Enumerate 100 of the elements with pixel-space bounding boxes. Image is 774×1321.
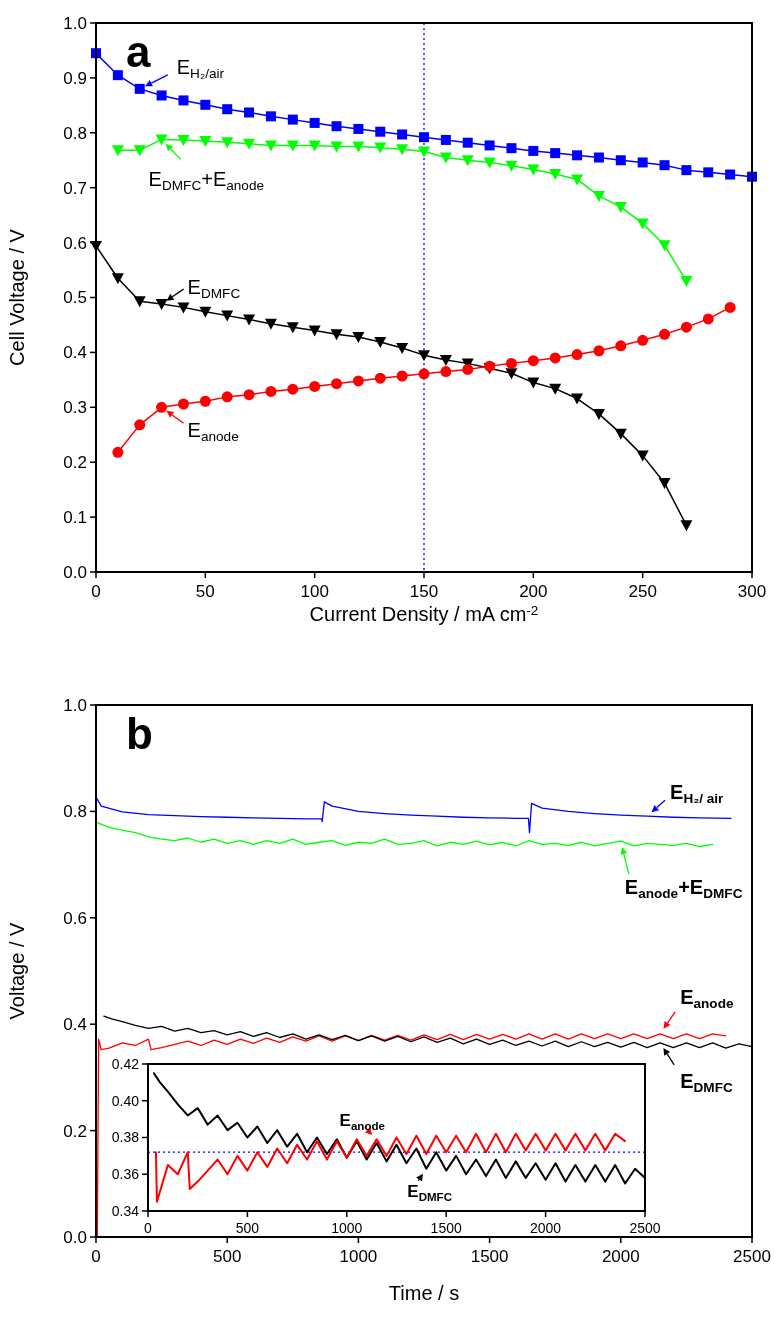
point <box>199 306 212 318</box>
point <box>419 132 429 143</box>
point <box>177 134 190 146</box>
point <box>375 126 386 137</box>
point <box>309 380 321 392</box>
x-tick-label: 2000 <box>601 1247 640 1266</box>
x-axis-title: Current Density / mA cm$^{-2}$ <box>309 602 539 625</box>
point <box>374 372 386 384</box>
y-tick-label: 0.8 <box>63 123 87 143</box>
point <box>178 95 189 106</box>
point <box>352 375 364 387</box>
point <box>418 146 430 158</box>
y-axis-title: Cell Voltage / V <box>6 228 28 366</box>
y-tick-label: 0.3 <box>63 398 87 418</box>
point <box>418 368 430 380</box>
point <box>484 140 495 151</box>
point <box>264 140 277 152</box>
point <box>505 368 518 380</box>
y-tick-label: 0.40 <box>111 1092 140 1109</box>
point <box>440 366 452 378</box>
x-tick-label: 1000 <box>331 1220 363 1236</box>
point <box>396 144 409 156</box>
point <box>243 389 255 401</box>
point <box>155 299 168 311</box>
y-axis-title: Voltage / V <box>6 921 28 1020</box>
point <box>134 83 145 94</box>
point <box>177 398 189 410</box>
point <box>134 419 146 431</box>
point <box>265 111 276 122</box>
x-tick-label: 100 <box>300 582 329 601</box>
point <box>440 134 451 145</box>
point <box>680 520 693 532</box>
point <box>264 318 277 330</box>
point <box>155 134 168 146</box>
point <box>330 141 343 153</box>
point <box>702 313 714 325</box>
point <box>461 155 474 167</box>
point <box>287 383 299 395</box>
y-tick-label: 0.6 <box>63 233 87 253</box>
point <box>111 145 124 157</box>
point <box>571 349 583 361</box>
point <box>549 168 562 180</box>
point <box>527 164 540 176</box>
point <box>331 378 343 390</box>
point <box>680 321 692 333</box>
point <box>527 377 540 389</box>
y-tick-label: 0.6 <box>63 908 87 928</box>
point <box>592 408 605 420</box>
point <box>439 355 452 367</box>
point <box>418 350 430 362</box>
y-tick-label: 0.2 <box>63 453 87 473</box>
series-label: E$_{anode}$ <box>680 985 734 1011</box>
point <box>724 301 736 313</box>
x-tick-label: 2000 <box>530 1220 562 1236</box>
y-tick-label: 0.5 <box>63 288 87 308</box>
point <box>199 395 211 407</box>
x-tick-label: 500 <box>235 1220 260 1236</box>
point <box>396 370 408 382</box>
point <box>593 345 605 357</box>
y-tick-label: 0.2 <box>63 1121 87 1141</box>
point <box>221 310 234 322</box>
point <box>592 190 605 202</box>
point <box>374 142 387 154</box>
point <box>265 385 277 397</box>
point <box>112 446 124 458</box>
chart-title: a <box>126 27 151 76</box>
y-tick-label: 0.42 <box>111 1055 140 1072</box>
point <box>199 136 212 148</box>
point <box>505 357 517 369</box>
point <box>200 99 211 110</box>
point <box>549 352 561 364</box>
point <box>637 157 648 168</box>
point <box>222 104 233 115</box>
x-tick-label: 1000 <box>339 1247 378 1266</box>
x-tick-label: 1500 <box>430 1220 462 1236</box>
legend-label: E$_{DMFC}$ <box>680 1069 733 1096</box>
point <box>330 329 343 341</box>
y-tick-label: 0.0 <box>63 562 87 582</box>
point <box>614 428 627 440</box>
point <box>353 123 364 134</box>
y-tick-label: 0.0 <box>63 1227 87 1247</box>
y-tick-label: 0.38 <box>111 1129 140 1146</box>
point <box>439 152 452 164</box>
point <box>593 152 604 163</box>
line-series <box>154 1132 627 1203</box>
legend-label: E$_{DMFC}$ <box>407 1181 453 1203</box>
point <box>352 141 365 153</box>
y-tick-label: 1.0 <box>63 695 87 715</box>
x-tick-label: 50 <box>195 582 215 601</box>
point <box>156 90 167 101</box>
x-tick-label: 200 <box>519 582 548 601</box>
x-axis-title: Time / s <box>388 1282 460 1304</box>
point <box>221 137 234 149</box>
y-tick-label: 0.7 <box>63 178 87 198</box>
point <box>637 334 649 346</box>
point <box>397 129 408 140</box>
point <box>462 363 474 375</box>
point <box>112 70 123 81</box>
x-tick-label: 0 <box>91 582 101 601</box>
point <box>550 148 561 159</box>
